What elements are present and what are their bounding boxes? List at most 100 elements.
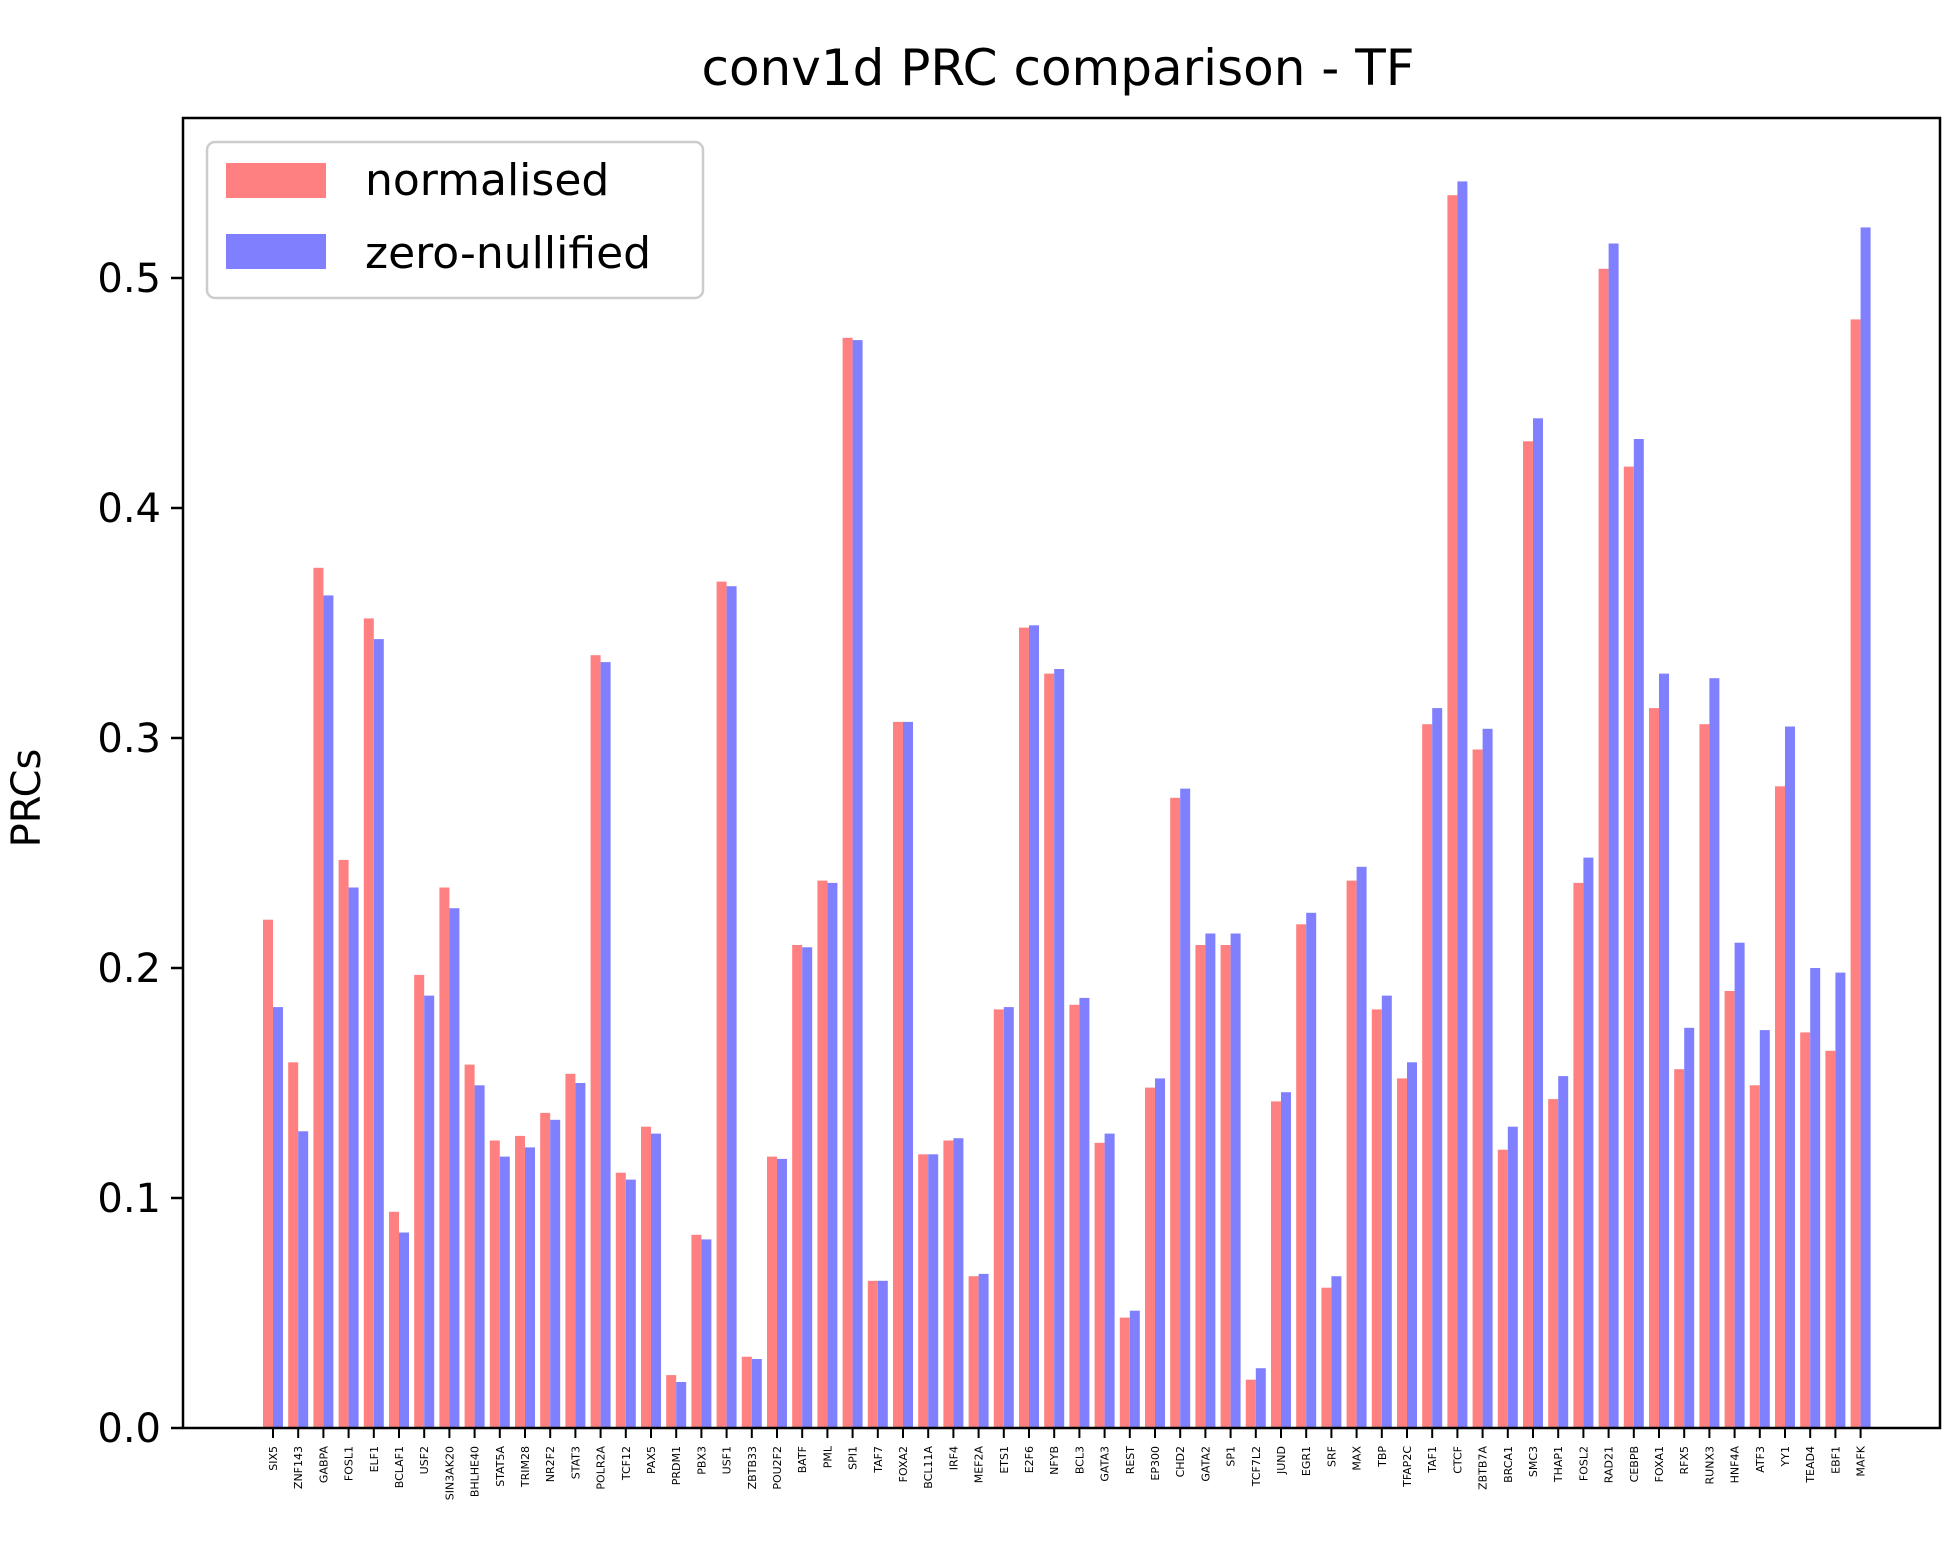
bar-normalised-EBF1 — [1825, 1050, 1836, 1428]
bar-zero-nullified-HNF4A — [1734, 942, 1745, 1428]
bar-zero-nullified-PAX5 — [651, 1133, 661, 1428]
bar-zero-nullified-TEAD4 — [1810, 968, 1821, 1428]
bar-normalised-TCF12 — [615, 1172, 626, 1428]
bar-zero-nullified-RAD21 — [1608, 243, 1619, 1428]
x-tick-label: NFYB — [1048, 1446, 1061, 1475]
bar-zero-nullified-YY1 — [1785, 726, 1795, 1428]
bar-normalised-MAFK — [1850, 319, 1861, 1428]
bar-zero-nullified-SMC3 — [1533, 418, 1543, 1428]
bar-normalised-SPI1 — [842, 337, 853, 1428]
bar-zero-nullified-MEF2A — [978, 1273, 989, 1428]
x-tick-label: ELF1 — [368, 1446, 381, 1472]
bar-zero-nullified-STAT3 — [575, 1083, 586, 1428]
bar-normalised-BCL3 — [1069, 1004, 1080, 1428]
bar-zero-nullified-GATA2 — [1205, 933, 1216, 1428]
x-tick-label: TRIM28 — [519, 1446, 532, 1488]
bar-zero-nullified-ZBTB7A — [1482, 728, 1493, 1428]
bar-normalised-TFAP2C — [1397, 1078, 1407, 1428]
bar-zero-nullified-PRDM1 — [676, 1382, 687, 1428]
bar-zero-nullified-ZBTB33 — [751, 1359, 762, 1428]
x-tick-label: FOXA2 — [897, 1446, 910, 1482]
x-tick-label: SPI1 — [847, 1446, 860, 1470]
bar-normalised-EP300 — [1145, 1087, 1155, 1428]
bar-normalised-FOXA1 — [1649, 708, 1659, 1428]
plot-frame — [181, 116, 1942, 1430]
bar-normalised-FOXA2 — [893, 721, 903, 1428]
bar-normalised-BHLHE40 — [464, 1064, 475, 1428]
bar-normalised-CTCF — [1447, 195, 1458, 1429]
y-tick-label: 0.5 — [97, 256, 161, 302]
bar-normalised-IRF4 — [943, 1140, 954, 1428]
bar-zero-nullified-POLR2A — [600, 662, 611, 1428]
bar-normalised-ETS1 — [993, 1009, 1004, 1428]
bar-zero-nullified-ETS1 — [1003, 1007, 1014, 1428]
bar-zero-nullified-FOXA1 — [1659, 673, 1669, 1428]
bar-normalised-ELF1 — [363, 618, 374, 1428]
y-axis-ticks: 0.0 0.1 0.2 0.3 0.4 0.5 — [97, 256, 183, 1452]
x-tick-label: ZBTB7A — [1477, 1446, 1490, 1490]
bar-zero-nullified-TAF1 — [1432, 708, 1443, 1428]
bar-normalised-BATF — [792, 945, 803, 1428]
bar-zero-nullified-TCF12 — [625, 1179, 636, 1428]
x-tick-label: HNF4A — [1729, 1446, 1742, 1484]
legend-label-zero-nullified: zero-nullified — [365, 228, 651, 279]
bar-normalised-ZBTB33 — [741, 1356, 752, 1428]
bar-normalised-NFYB — [1044, 673, 1055, 1428]
bar-zero-nullified-SP1 — [1230, 933, 1241, 1428]
x-tick-label: IRF4 — [947, 1446, 960, 1470]
x-tick-label: TAF7 — [872, 1446, 885, 1474]
x-tick-label: ZBTB33 — [746, 1446, 759, 1489]
bar-zero-nullified-BATF — [802, 947, 813, 1428]
bars-layer — [263, 181, 1871, 1429]
x-tick-label: STAT5A — [494, 1446, 507, 1487]
bar-normalised-USF1 — [716, 581, 727, 1428]
bar-normalised-CEBPB — [1623, 466, 1634, 1429]
bar-normalised-BCL11A — [918, 1154, 929, 1428]
bar-normalised-TCF7L2 — [1245, 1379, 1256, 1428]
bar-normalised-E2F6 — [1019, 627, 1029, 1428]
bar-zero-nullified-POU2F2 — [777, 1158, 787, 1428]
x-tick-label: FOXA1 — [1653, 1446, 1666, 1482]
bar-zero-nullified-BHLHE40 — [474, 1085, 485, 1428]
x-tick-label: TBP — [1376, 1446, 1389, 1468]
bar-zero-nullified-FOSL2 — [1583, 857, 1594, 1428]
bar-normalised-ZBTB7A — [1472, 749, 1483, 1428]
bar-zero-nullified-CEBPB — [1633, 439, 1644, 1428]
bar-normalised-BRCA1 — [1497, 1149, 1508, 1428]
bar-normalised-STAT3 — [565, 1073, 576, 1428]
bar-zero-nullified-REST — [1129, 1310, 1140, 1428]
bar-normalised-TAF7 — [867, 1280, 878, 1428]
bar-normalised-POU2F2 — [767, 1156, 777, 1428]
bar-normalised-STAT5A — [489, 1140, 500, 1428]
x-tick-label: JUND — [1275, 1446, 1288, 1475]
bar-normalised-HNF4A — [1724, 991, 1735, 1428]
x-tick-label: THAP1 — [1552, 1446, 1565, 1483]
bar-zero-nullified-ELF1 — [373, 639, 384, 1428]
bar-normalised-SMC3 — [1523, 441, 1533, 1428]
x-tick-label: RAD21 — [1603, 1446, 1616, 1483]
x-tick-label: BCLAF1 — [393, 1446, 406, 1488]
bar-normalised-BCLAF1 — [389, 1211, 399, 1428]
bar-zero-nullified-THAP1 — [1558, 1076, 1569, 1428]
legend-box — [205, 140, 705, 300]
x-tick-label: FOSL1 — [343, 1446, 356, 1481]
bar-normalised-NR2F2 — [540, 1112, 551, 1428]
bar-zero-nullified-GATA3 — [1104, 1133, 1115, 1428]
bar-normalised-PML — [817, 880, 828, 1428]
bar-zero-nullified-SPI1 — [852, 340, 863, 1429]
y-tick-label: 0.1 — [97, 1176, 161, 1222]
bar-normalised-POLR2A — [590, 655, 601, 1428]
legend-swatch-zero-nullified — [226, 234, 326, 269]
x-tick-label: BHLHE40 — [469, 1446, 482, 1497]
bar-zero-nullified-USF2 — [424, 995, 435, 1428]
bar-normalised-FOSL1 — [338, 859, 349, 1428]
chart-title: conv1d PRC comparison - TF — [701, 39, 1414, 97]
x-tick-label: CTCF — [1451, 1446, 1464, 1474]
x-tick-label: POLR2A — [595, 1446, 608, 1490]
bar-normalised-TEAD4 — [1800, 1032, 1811, 1428]
x-tick-label: TFAP2C — [1401, 1446, 1414, 1488]
x-axis-ticks: SIX5 ZNF143 GABPA FOSL1 ELF1 BCLAF1 USF2 SIN3AK… — [267, 1428, 1868, 1500]
bar-zero-nullified-ZNF143 — [298, 1131, 309, 1428]
x-tick-label: BCL3 — [1073, 1446, 1086, 1474]
